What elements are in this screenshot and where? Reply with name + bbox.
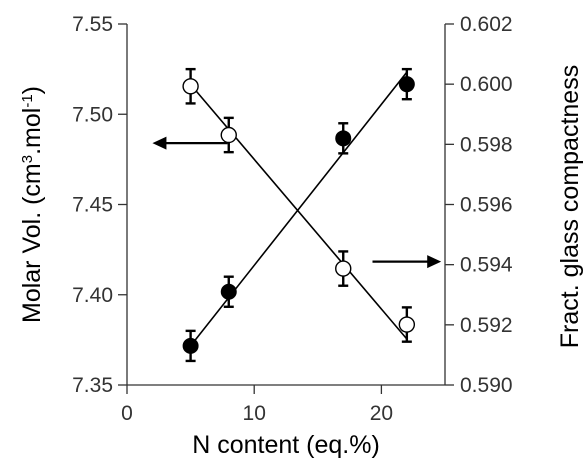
right-y-tick-label: 0.602 (460, 13, 513, 36)
open-circle-point (220, 126, 237, 144)
right-y-tick-label: 0.596 (460, 194, 513, 217)
axes (126, 24, 446, 386)
left-y-axis-title-part: Molar Vol. (cm (18, 163, 46, 323)
right-y-tick-label: 0.592 (460, 314, 513, 337)
left-y-tick-label: 7.50 (72, 103, 113, 126)
left-y-axis-title-part: ) (18, 86, 46, 94)
left-y-axis-title-part: .mol (18, 108, 46, 155)
right-y-tick-label: 0.598 (460, 133, 513, 156)
left-y-tick-label: 7.55 (72, 13, 113, 36)
x-tick-label: 10 (243, 402, 266, 425)
open-circle-point (182, 78, 199, 95)
left-y-tick-label: 7.35 (72, 374, 113, 397)
filled-circle-point (182, 337, 199, 354)
arrow-right-head (427, 255, 442, 269)
ticks: 7.35 7.40 7.45 7.50 7.55 0.590 0.592 0.594 0.596… (72, 13, 513, 425)
filled-circle-point (335, 130, 352, 147)
filled-circle-point (398, 76, 415, 93)
arrow-left-head (152, 136, 167, 150)
left-y-tick-label: 7.40 (72, 284, 113, 307)
open-circle-point (335, 260, 352, 277)
right-y-axis-title: Fract. glass compactness (556, 65, 584, 348)
right-y-tick-label: 0.590 (460, 374, 513, 397)
right-y-tick-label: 0.600 (460, 73, 513, 96)
axis-arrows (152, 136, 442, 269)
left-y-tick-label: 7.45 (72, 194, 113, 217)
data-marks (182, 67, 416, 363)
x-tick-label: 0 (121, 402, 133, 425)
left-y-axis-title-superscript: 3 (19, 155, 36, 163)
right-y-tick-label: 0.594 (460, 254, 513, 277)
left-y-axis-title-superscript: -1 (19, 94, 36, 107)
open-circle-point (398, 316, 416, 333)
x-axis-title: N content (eq.%) (192, 431, 380, 459)
fit-line (189, 71, 408, 347)
fit-lines (189, 71, 408, 347)
x-tick-label: 20 (370, 402, 393, 425)
left-y-axis-title: Molar Vol. (cm3.mol-1) (18, 86, 46, 323)
fit-line (189, 83, 408, 340)
filled-circle-point (220, 283, 237, 300)
